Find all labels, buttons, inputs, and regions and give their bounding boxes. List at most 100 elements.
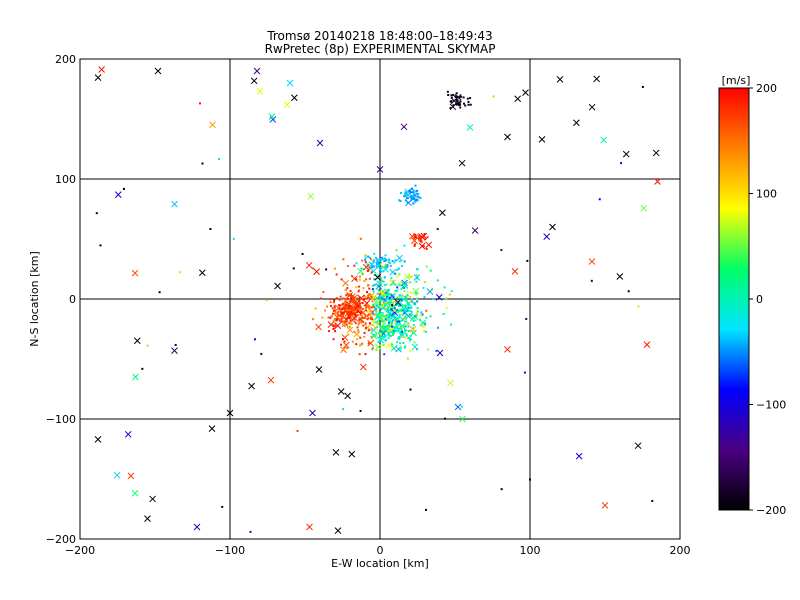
data-point-dot — [455, 96, 458, 99]
data-point-dot — [99, 244, 102, 247]
data-point-dot — [386, 301, 389, 304]
data-point-dot — [420, 241, 423, 244]
data-point-dot — [389, 293, 392, 296]
data-point-cross — [114, 191, 122, 198]
data-point-dot — [400, 327, 403, 330]
data-point-dot — [388, 332, 391, 335]
data-point-dot — [368, 277, 371, 280]
data-point-dot — [409, 191, 412, 194]
data-point-dot — [391, 343, 394, 346]
data-point-dot — [413, 341, 416, 344]
data-point-dot — [391, 327, 394, 330]
data-point-dot — [412, 189, 415, 192]
data-point-dot — [403, 260, 406, 263]
data-point-dot — [330, 315, 333, 318]
data-point-dot — [399, 200, 402, 203]
data-point-dot — [391, 304, 394, 307]
data-point-dot — [392, 282, 395, 285]
data-point-dot — [364, 353, 367, 356]
data-point-dot — [364, 256, 367, 259]
data-point-dot — [345, 319, 348, 322]
data-point-dot — [254, 338, 257, 341]
data-point-dot — [360, 321, 363, 324]
data-point-dot — [378, 306, 381, 309]
data-point-dot — [413, 243, 416, 246]
data-point-dot — [375, 322, 378, 325]
data-point-dot — [408, 329, 411, 332]
data-point-dot — [392, 296, 395, 299]
data-point-dot — [372, 320, 375, 323]
colorbar-label: [m/s] — [722, 74, 751, 87]
data-point-dot — [333, 309, 336, 312]
data-point-cross — [466, 124, 474, 131]
data-point-dot — [383, 297, 386, 300]
data-point-dot — [400, 309, 403, 312]
data-point-dot — [411, 194, 414, 197]
data-point-dot — [401, 333, 404, 336]
data-point-dot — [393, 307, 396, 310]
data-point-dot — [387, 260, 390, 263]
data-point-dot — [407, 194, 410, 197]
data-point-dot — [410, 197, 413, 200]
data-point-cross — [640, 205, 648, 212]
data-point-dot — [342, 306, 345, 309]
data-point-dot — [425, 247, 428, 250]
data-point-dot — [359, 306, 362, 309]
data-point-dot — [350, 305, 353, 308]
data-point-dot — [343, 340, 346, 343]
data-point-dot — [122, 187, 125, 190]
data-point-dot — [403, 309, 406, 312]
data-point-dot — [398, 296, 401, 299]
data-point-dot — [419, 238, 422, 241]
data-point-cross — [622, 150, 630, 158]
data-point-dot — [435, 349, 438, 352]
data-point-dot — [449, 106, 452, 109]
data-point-cross — [94, 436, 102, 443]
data-point-dot — [343, 320, 346, 323]
data-point-dot — [370, 296, 373, 299]
data-point-dot — [334, 306, 337, 309]
y-tick-label: 100 — [55, 173, 76, 186]
data-point-dot — [416, 310, 419, 313]
data-point-dot — [394, 259, 397, 262]
data-point-dot — [407, 323, 410, 326]
data-point-dot — [332, 338, 335, 341]
data-point-dot — [340, 314, 343, 317]
data-point-dot — [429, 269, 432, 272]
data-point-cross — [401, 282, 409, 289]
data-point-dot — [350, 314, 353, 317]
data-point-dot — [383, 294, 386, 297]
data-point-dot — [372, 259, 375, 262]
data-point-dot — [378, 331, 381, 334]
data-point-dot — [403, 328, 406, 331]
data-point-dot — [369, 318, 372, 321]
data-point-cross — [132, 373, 139, 381]
data-point-dot — [526, 259, 529, 262]
colorbar-ticks: 200 100 0 −100 −200 — [749, 82, 786, 517]
data-point-dot — [403, 298, 406, 301]
x-tick-label: −200 — [65, 544, 95, 557]
data-point-dot — [312, 318, 315, 321]
data-point-dot — [381, 294, 384, 297]
data-point-dot — [344, 301, 347, 304]
data-point-cross — [198, 269, 206, 277]
data-point-dot — [396, 286, 399, 289]
data-point-dot — [405, 296, 408, 299]
data-point-dot — [458, 104, 461, 107]
data-point-dot — [408, 275, 411, 278]
data-point-dot — [455, 98, 458, 101]
data-point-dot — [392, 280, 395, 283]
data-point-dot — [370, 328, 373, 331]
data-point-dot — [373, 252, 376, 255]
data-point-dot — [358, 317, 361, 320]
data-point-dot — [404, 191, 407, 194]
data-point-cross — [426, 288, 434, 295]
data-point-dot — [385, 266, 388, 269]
data-point-dot — [387, 317, 390, 320]
data-point-dot — [410, 275, 413, 278]
data-point-cross — [124, 430, 132, 438]
data-point-dot — [346, 347, 349, 350]
data-point-dot — [386, 333, 389, 336]
data-point-cross — [248, 382, 255, 390]
data-point-dot — [404, 318, 407, 321]
